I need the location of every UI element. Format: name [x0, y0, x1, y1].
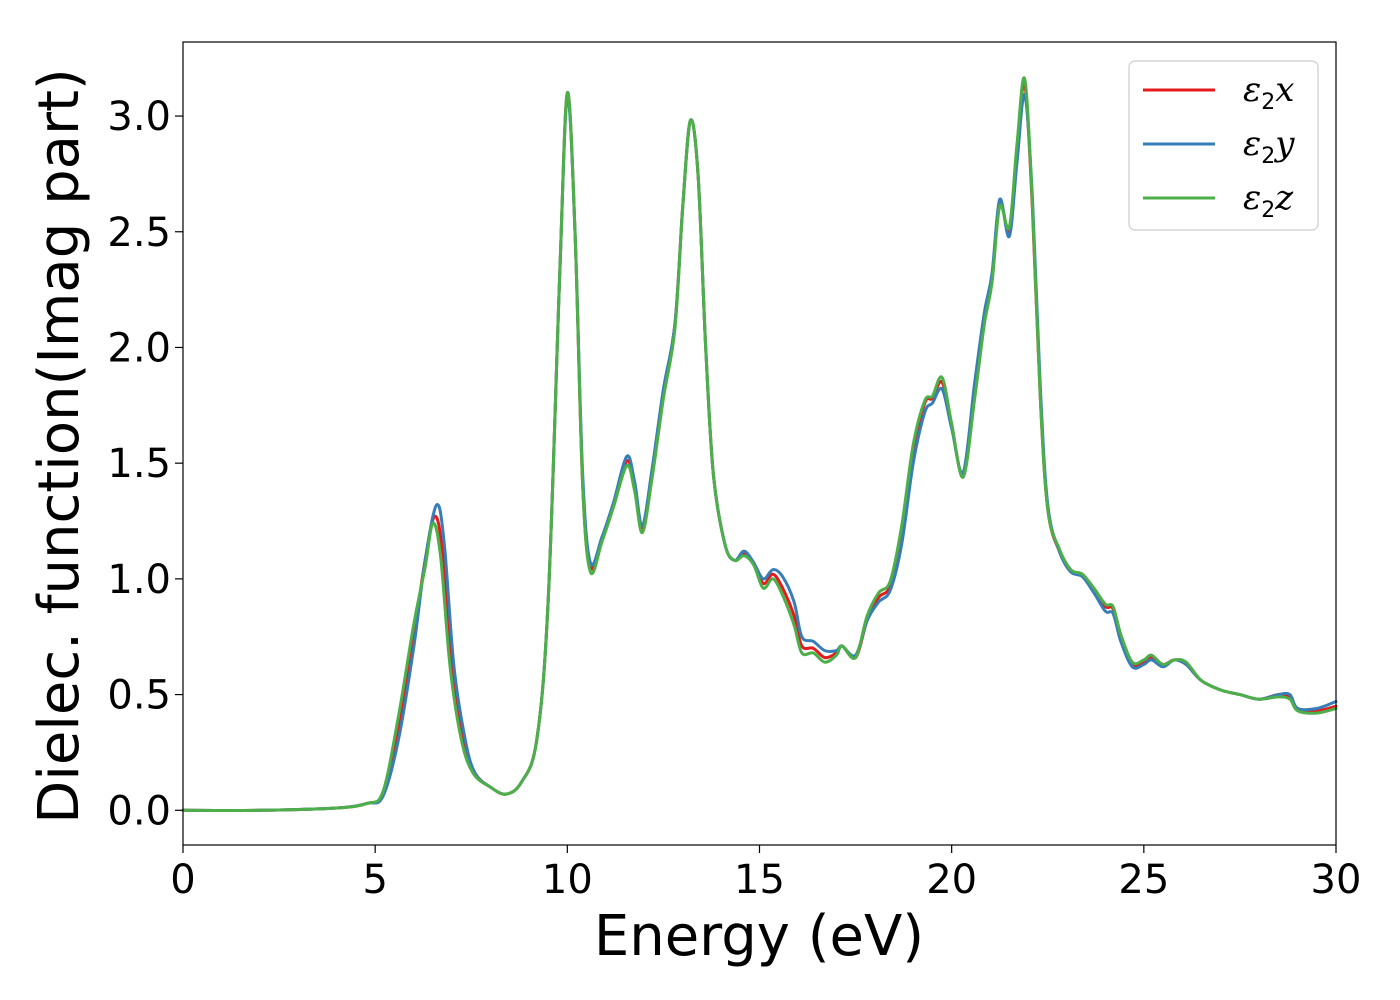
legend-box — [1128, 60, 1319, 231]
y-axis-label: Dielec. function(Imag part) — [27, 68, 92, 824]
legend-label-x: ε2x — [1243, 70, 1294, 115]
x-axis: 0 5 10 15 20 25 30 — [170, 845, 1361, 903]
y-tick-label: 0.5 — [107, 673, 171, 719]
x-tick-label: 15 — [734, 857, 785, 903]
y-tick-label: 1.5 — [107, 441, 171, 487]
x-tick-label: 30 — [1311, 857, 1362, 903]
series-line-z — [181, 76, 1338, 812]
y-tick-label: 2.0 — [107, 325, 171, 371]
legend-label-z: ε2z — [1243, 178, 1294, 223]
x-tick-label: 10 — [542, 857, 593, 903]
legend: ε2x ε2y ε2z — [1128, 60, 1319, 231]
x-tick-label: 20 — [926, 857, 977, 903]
x-axis-label: Energy (eV) — [594, 904, 924, 969]
x-tick-label: 25 — [1118, 857, 1169, 903]
x-tick-label: 0 — [170, 857, 195, 903]
y-axis: 0.0 0.5 1.0 1.5 2.0 2.5 3.0 — [107, 94, 183, 834]
y-tick-label: 1.0 — [107, 557, 171, 603]
y-tick-label: 2.5 — [107, 210, 171, 256]
y-tick-label: 3.0 — [107, 94, 171, 140]
series-lines — [181, 76, 1338, 812]
legend-label-y: ε2y — [1243, 124, 1295, 169]
x-tick-label: 5 — [362, 857, 387, 903]
y-tick-label: 0.0 — [107, 788, 171, 834]
